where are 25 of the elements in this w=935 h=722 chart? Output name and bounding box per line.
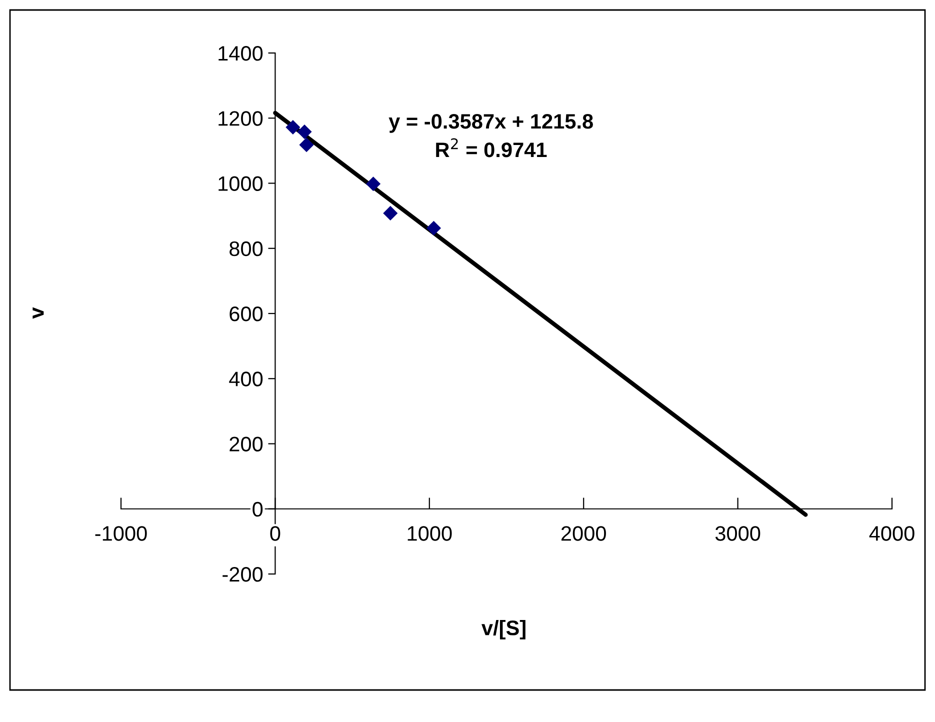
y-tick-label: 1200	[218, 111, 263, 126]
x-tick-label: -1000	[95, 526, 147, 541]
x-tick-label: 0	[270, 526, 280, 541]
annotation: R$^{2}$ = 0.9741	[436, 138, 547, 158]
point	[286, 120, 300, 135]
y-tick-label: 0	[252, 502, 263, 517]
x-tick-label: 4000	[869, 526, 914, 541]
y-tick-label: 200	[230, 436, 263, 452]
x-tick-label: 1000	[408, 526, 452, 541]
x-tick-label: 3000	[715, 526, 760, 541]
y-tick-label: -200	[222, 567, 263, 582]
point	[299, 138, 314, 152]
annotation: y = -0.3587x + 1215.8	[388, 114, 593, 133]
y-tick-label: 800	[230, 241, 263, 256]
y-axis-title: v	[32, 307, 44, 319]
x-axis-title: v/[S]	[482, 620, 526, 640]
y-tick-label: 400	[229, 372, 263, 386]
x-tick-label: 2000	[561, 526, 606, 541]
y-tick-label: 1000	[218, 176, 263, 192]
point	[297, 124, 312, 140]
point	[383, 206, 398, 220]
y-tick-label: 600	[230, 306, 263, 322]
y-tick-label: 1400	[218, 46, 263, 61]
point	[426, 220, 441, 236]
point	[366, 176, 381, 192]
